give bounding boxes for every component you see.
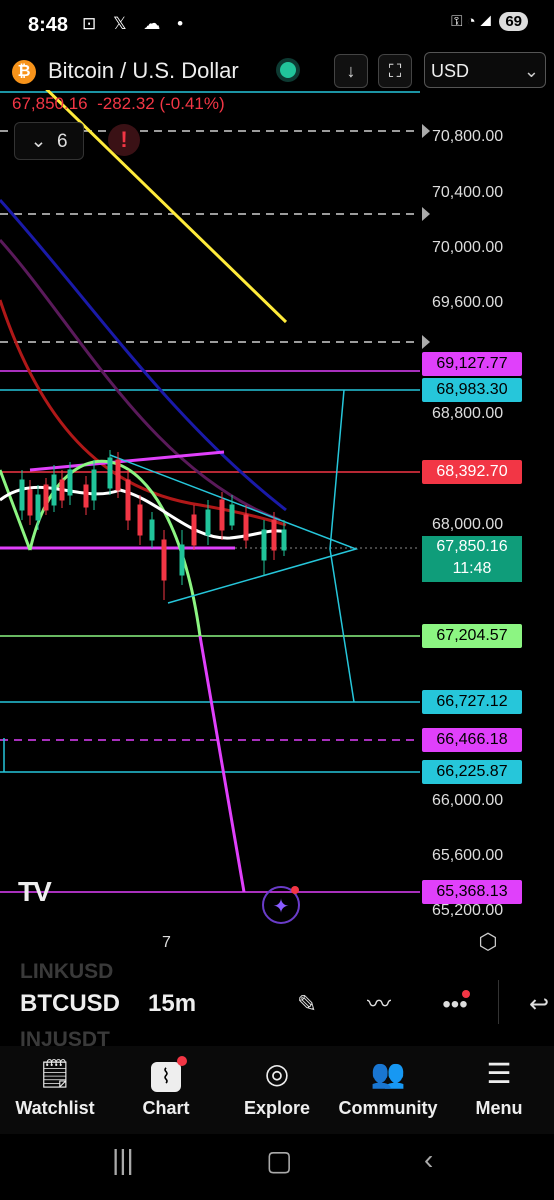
price-tag: 65,368.13 xyxy=(422,880,522,904)
axis-label: 65,600.00 xyxy=(432,847,504,864)
currency-value: USD xyxy=(431,61,470,81)
nav-label: Community xyxy=(338,1098,438,1118)
tradingview-logo: TV xyxy=(18,876,52,907)
back-arrow-icon[interactable]: ↩ xyxy=(528,991,550,1018)
nav-chart[interactable]: ⌇ Chart xyxy=(111,1054,221,1119)
nav-menu[interactable]: ☰ Menu xyxy=(444,1054,554,1119)
interval-selector[interactable]: 15m xyxy=(148,990,197,1017)
menu-icon: ☰ xyxy=(486,1058,512,1089)
nav-label: Watchlist xyxy=(15,1098,95,1118)
compass-icon: ◎ xyxy=(264,1058,290,1089)
nav-community[interactable]: 👥 Community xyxy=(333,1054,443,1119)
price-tag: 68,983.30 xyxy=(422,378,522,402)
price-tag: 67,204.57 xyxy=(422,624,522,648)
triangle-cyan xyxy=(109,454,359,604)
chevron-down-icon: ⌄ xyxy=(30,131,47,152)
current-price-tag-bg xyxy=(422,536,522,582)
axis-label: 66,000.00 xyxy=(432,792,504,809)
bottom-navigation xyxy=(0,1046,554,1134)
axis-label: 70,000.00 xyxy=(432,239,504,256)
currency-select[interactable]: USD ⌄ xyxy=(424,52,546,88)
ma-blue xyxy=(0,198,287,512)
candle-countdown: 11:48 xyxy=(452,560,492,577)
axis-label: 68,000.00 xyxy=(432,516,504,533)
price-tag: 66,727.12 xyxy=(422,690,522,714)
adjacent-symbol-below[interactable]: INJUSDT xyxy=(20,1028,110,1051)
price-change: -282.32 (-0.41%) xyxy=(97,94,225,113)
arrow-down-icon[interactable]: ↓ xyxy=(334,54,368,88)
nav-explore[interactable]: ◎ Explore xyxy=(222,1054,332,1119)
nav-label: Chart xyxy=(142,1098,190,1118)
price-summary: 67,850.16 -282.32 (-0.41%) xyxy=(12,94,225,114)
time-axis-label: 7 xyxy=(162,934,171,951)
axis-label: 70,800.00 xyxy=(432,128,504,145)
projection-magenta xyxy=(198,635,246,893)
status-notification-icons: ⊡ 𝕏 ☁ • xyxy=(82,14,190,33)
adjacent-symbol-above[interactable]: LINKUSD xyxy=(20,960,114,983)
nav-label: Explore xyxy=(243,1098,311,1118)
symbol-toolbar xyxy=(0,960,554,1046)
ma-purple xyxy=(0,239,281,522)
nav-watchlist[interactable]: 🗒 Watchlist xyxy=(0,1054,110,1119)
ma-yellow xyxy=(45,90,288,324)
back-icon[interactable]: ‹ xyxy=(424,1144,434,1175)
price-chart[interactable] xyxy=(0,90,554,960)
exclamation-icon[interactable]: ! xyxy=(108,124,140,156)
axis-label: 68,800.00 xyxy=(432,405,504,422)
alert-markers xyxy=(422,124,430,747)
status-system-icons: ⚿ ◔ ◢ 69 xyxy=(451,12,528,31)
chart-settings-icon[interactable]: ⬡ xyxy=(478,929,498,954)
chevron-down-icon: ⌄ xyxy=(523,61,539,81)
sparkle-assistant-icon[interactable]: ✦ xyxy=(262,886,300,924)
horizontal-dashed-lines xyxy=(0,130,420,741)
status-time: 8:48 xyxy=(28,14,69,36)
price-tag: 66,225.87 xyxy=(422,760,522,784)
bitcoin-icon: ₿ xyxy=(12,60,36,84)
indicators-count: 6 xyxy=(56,131,68,152)
pencil-icon[interactable]: ✎ xyxy=(296,991,318,1018)
axis-label: 70,400.00 xyxy=(432,184,504,201)
symbol-title[interactable]: Bitcoin / U.S. Dollar xyxy=(48,58,239,83)
fullscreen-icon[interactable]: ⛶ xyxy=(378,54,412,88)
ticker-selector[interactable]: BTCUSD xyxy=(20,990,120,1017)
last-price: 67,850.16 xyxy=(12,94,88,113)
chart-icon: ⌇ xyxy=(151,1056,187,1092)
axis-label: 65,200.00 xyxy=(432,902,504,919)
recent-apps-icon[interactable]: ||| xyxy=(112,1144,134,1175)
price-tag: 69,127.77 xyxy=(422,352,522,376)
notification-dot xyxy=(177,1056,187,1066)
axis-label: 69,600.00 xyxy=(432,294,504,311)
battery-icon: 69 xyxy=(499,12,528,31)
notification-dot xyxy=(291,886,299,894)
market-open-icon xyxy=(280,62,296,78)
price-tag: 66,466.18 xyxy=(422,728,522,752)
ma-white xyxy=(0,485,287,540)
drawing-tools-icon[interactable]: 〰 xyxy=(367,991,391,1018)
toolbar-divider xyxy=(498,980,499,1024)
signal-icons: ⚿ ◔ ◢ xyxy=(451,13,492,30)
price-tag: 68,392.70 xyxy=(422,460,522,484)
notification-dot xyxy=(462,990,470,998)
candlesticks xyxy=(19,450,287,600)
indicators-toggle-button[interactable]: ⌄ 6 xyxy=(14,122,84,160)
community-icon: 👥 xyxy=(370,1058,406,1089)
current-price-tag: 67,850.16 xyxy=(436,538,508,555)
ma-red xyxy=(0,299,287,527)
status-bar: 8:48 ⊡ 𝕏 ☁ • ⚿ ◔ ◢ 69 xyxy=(0,0,554,50)
home-icon[interactable]: ▢ xyxy=(266,1145,293,1176)
nav-label: Menu xyxy=(475,1098,523,1118)
watchlist-icon: 🗒 xyxy=(37,1058,73,1089)
system-navigation-bar xyxy=(0,1134,554,1200)
